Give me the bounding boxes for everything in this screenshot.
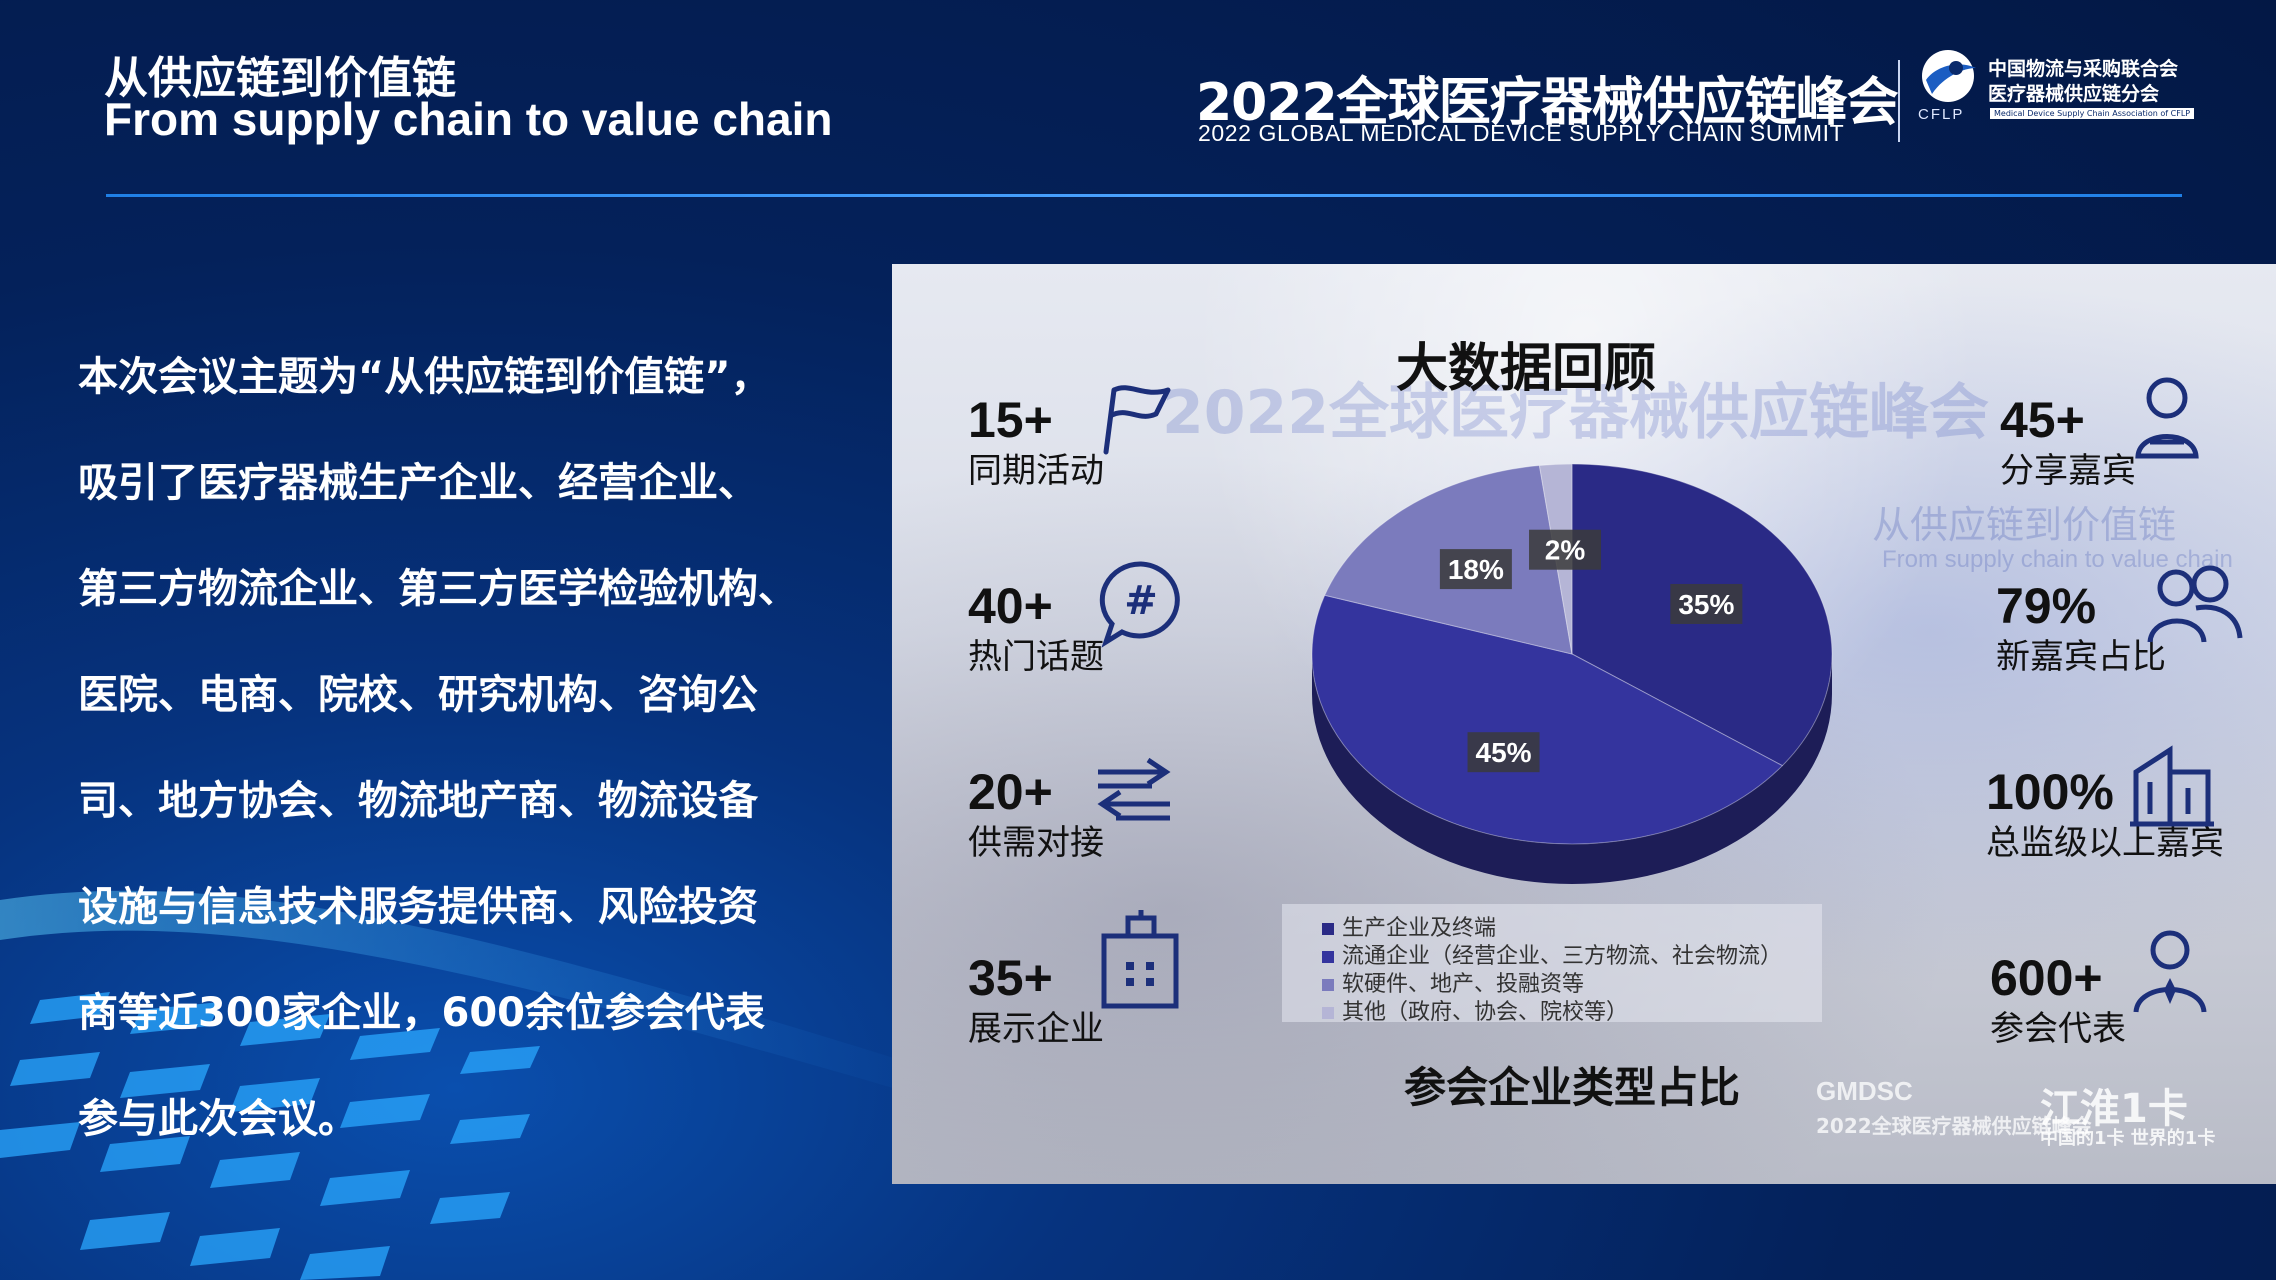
legend-label: 其他（政府、协会、院校等） (1342, 1000, 1629, 1025)
cflp-logo-icon (1922, 50, 1976, 102)
org-abbr: CFLP (1918, 106, 1965, 123)
intro-line: 商等近300家企业，600余位参会代表 (78, 990, 765, 1036)
intro-line: 第三方物流企业、第三方医学检验机构、 (78, 566, 798, 612)
hashtag-chat-icon: # (1099, 561, 1180, 648)
panel-title: 大数据回顾 (1396, 339, 1657, 399)
stat-new-speaker-ratio: 79% 新嘉宾占比 (1996, 576, 2166, 678)
legend-label: 软硬件、地产、投融资等 (1342, 972, 1585, 997)
legend-item: 生产企业及终端 (1322, 910, 1496, 942)
background-slogan: 从供应链到价值链 (1872, 503, 2177, 547)
legend-item: 其他（政府、协会、院校等） (1322, 994, 1628, 1026)
stat-label: 总监级以上嘉宾 (1986, 823, 2224, 863)
intro-line: 参与此次会议。 (78, 1096, 358, 1142)
pie-data-label: 18% (1439, 549, 1512, 590)
stat-supply-demand: 20+ 供需对接 (968, 762, 1104, 864)
stat-speakers: 45+ 分享嘉宾 (2000, 390, 2136, 492)
org-name-en: Medical Device Supply Chain Association … (1990, 108, 2195, 119)
stat-label: 热门话题 (968, 637, 1104, 677)
stat-attendees: 600+ 参会代表 (1990, 948, 2126, 1050)
svg-text:2%: 2% (1545, 535, 1586, 566)
stat-hot-topics: 40+ 热门话题 (968, 576, 1104, 678)
stat-label: 分享嘉宾 (2000, 451, 2136, 491)
legend-swatch (1322, 923, 1334, 935)
building-icon (1101, 910, 1179, 1009)
intro-line: 本次会议主题为“从供应链到价值链”， (78, 354, 771, 400)
pie-data-label: 45% (1467, 732, 1540, 773)
intro-line: 吸引了医疗器械生产企业、经营企业、 (78, 460, 758, 506)
pie-side (1312, 654, 1832, 884)
pie-data-label: 35% (1670, 583, 1743, 624)
stat-concurrent-events: 15+ 同期活动 (968, 390, 1104, 492)
svg-text:#: # (1124, 578, 1158, 624)
company-type-pie-chart: 35% 45% 18% 2% (1311, 464, 1833, 884)
legend-swatch (1322, 979, 1334, 991)
svg-text:35%: 35% (1678, 589, 1734, 620)
stat-director-speakers: 100% 总监级以上嘉宾 (1986, 762, 2224, 864)
legend-swatch (1322, 1007, 1334, 1019)
logo-divider (1898, 60, 1900, 142)
legend-label: 流通企业（经营企业、三方物流、社会物流） (1342, 944, 1783, 969)
data-review-panel: 2022全球医疗器械供应链峰会 从供应链到价值链 From supply cha… (892, 264, 2276, 1184)
attendee-icon (2133, 930, 2207, 1013)
summit-title: 2022全球医疗器械供应链峰会 (1196, 73, 1899, 133)
slide-title-zh: 从供应链到价值链 (104, 53, 456, 104)
watermark-sponsor-slogan: 中国的1卡 世界的1卡 (2040, 1128, 2216, 1149)
header-divider (106, 194, 2182, 197)
stat-exhibitors: 35+ 展示企业 (968, 948, 1104, 1050)
stat-value: 20+ (968, 764, 1053, 820)
speaker-icon (2135, 377, 2199, 459)
stat-label: 展示企业 (968, 1009, 1104, 1049)
legend-label: 生产企业及终端 (1342, 916, 1497, 941)
svg-text:18%: 18% (1448, 554, 1504, 585)
stat-value: 35+ (968, 950, 1053, 1006)
legend-item: 软硬件、地产、投融资等 (1322, 966, 1584, 998)
stat-value: 600+ (1990, 950, 2103, 1006)
slide-title-en: From supply chain to value chain (104, 93, 833, 145)
watermark-summit: 2022全球医疗器械供应链峰会 (1816, 1114, 2092, 1138)
svg-text:45%: 45% (1476, 737, 1532, 768)
exchange-arrows-icon (1097, 757, 1171, 821)
stat-label: 参会代表 (1990, 1009, 2126, 1049)
intro-line: 医院、电商、院校、研究机构、咨询公 (78, 672, 758, 718)
stat-value: 45+ (2000, 392, 2085, 448)
stat-label: 新嘉宾占比 (1996, 637, 2166, 677)
stat-value: 79% (1996, 578, 2097, 634)
stat-label: 同期活动 (968, 451, 1104, 491)
people-icon (2147, 565, 2243, 643)
background-banner-text: 2022全球医疗器械供应链峰会 (1162, 378, 1989, 448)
pie-slice (1311, 594, 1784, 845)
watermark-sponsor: 江淮1卡 (2040, 1086, 2188, 1132)
chart-caption: 参会企业类型占比 (1404, 1063, 1741, 1112)
stat-value: 100% (1986, 764, 2114, 820)
stat-label: 供需对接 (968, 823, 1104, 863)
intro-line: 设施与信息技术服务提供商、风险投资 (78, 884, 758, 930)
intro-line: 司、地方协会、物流地产商、物流设备 (78, 778, 758, 824)
legend-item: 流通企业（经营企业、三方物流、社会物流） (1322, 938, 1782, 970)
flag-icon (1103, 385, 1171, 455)
watermark-brand: GMDSC (1816, 1076, 1913, 1106)
legend-swatch (1322, 951, 1334, 963)
summit-subtitle: 2022 GLOBAL MEDICAL DEVICE SUPPLY CHAIN … (1198, 120, 1845, 146)
pie-data-label: 2% (1529, 529, 1602, 570)
intro-paragraph: 本次会议主题为“从供应链到价值链”， 吸引了医疗器械生产企业、经营企业、 第三方… (78, 324, 878, 1172)
decorative-stripes (0, 890, 900, 1280)
background-slogan-en: From supply chain to value chain (1882, 546, 2233, 573)
stat-value: 15+ (968, 392, 1053, 448)
org-name-line1: 中国物流与采购联合会 (1988, 58, 2179, 80)
office-icon (2130, 745, 2214, 827)
stat-value: 40+ (968, 578, 1053, 634)
org-name-line2: 医疗器械供应链分会 (1988, 83, 2160, 105)
pie-legend: 生产企业及终端流通企业（经营企业、三方物流、社会物流） 软硬件、地产、投融资等其他… (1282, 904, 1822, 1025)
